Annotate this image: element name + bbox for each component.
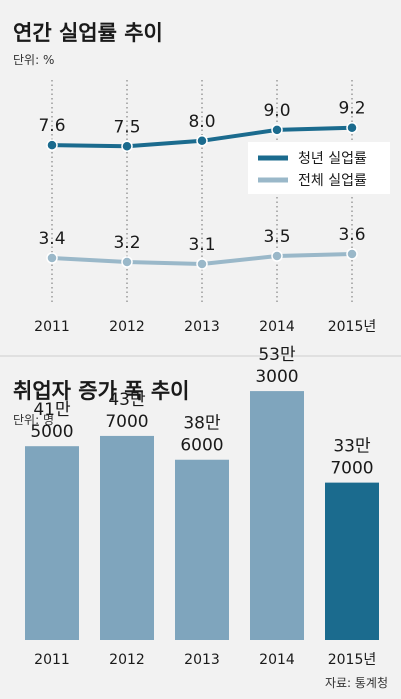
line-chart-value-labels: 7.6 7.5 8.0 9.0 9.2 3.4 3.2 3.1 3.5 3.6: [38, 99, 365, 255]
value-label: 7.6: [38, 116, 65, 136]
youth-point: [346, 121, 358, 134]
x-tick-label: 2015년: [328, 652, 377, 668]
total-point: [346, 248, 358, 260]
youth-point: [121, 140, 133, 152]
bar-value-label-line2: 3000: [255, 367, 298, 387]
bar: [325, 482, 379, 640]
youth-point: [196, 135, 208, 147]
youth-point: [271, 124, 283, 136]
value-label: 3.4: [38, 229, 65, 249]
value-label: 9.0: [263, 101, 290, 121]
x-tick-label: 2014: [259, 652, 295, 668]
bar-value-label-line2: 6000: [180, 436, 223, 456]
value-label: 7.5: [113, 117, 140, 137]
legend-box: [248, 142, 390, 194]
total-point: [121, 256, 133, 268]
x-tick-label: 2011: [34, 652, 70, 668]
value-label: 3.1: [188, 235, 215, 255]
bar-value-label-line2: 7000: [105, 412, 148, 432]
x-tick-label: 2014: [259, 319, 295, 335]
bar: [175, 459, 229, 640]
line-chart-unit: 단위: %: [13, 53, 54, 67]
value-label: 3.2: [113, 233, 140, 253]
bar-value-label-line2: 7000: [330, 459, 373, 479]
line-chart-series: [46, 121, 358, 270]
x-tick-label: 2013: [184, 319, 220, 335]
bar-chart-title: 취업자 증가 폭 추이: [13, 379, 190, 403]
source-note: 자료: 통계청: [325, 676, 388, 690]
legend-total-label: 전체 실업률: [298, 173, 367, 189]
value-label: 3.6: [338, 225, 365, 245]
total-point: [196, 258, 208, 270]
bar-value-label-line1: 43만: [108, 390, 146, 410]
line-chart-x-ticks: 2011 2012 2013 2014 2015년: [34, 319, 376, 335]
x-tick-label: 2011: [34, 319, 70, 335]
bar-chart-x-ticks: 2011 2012 2013 2014 2015년: [34, 652, 376, 668]
x-tick-label: 2012: [109, 652, 145, 668]
x-tick-label: 2012: [109, 319, 145, 335]
bar-value-label-line1: 41만: [33, 400, 71, 420]
bar-value-label-line1: 38만: [183, 414, 221, 434]
line-chart-legend: 청년 실업률 전체 실업률: [248, 142, 390, 194]
x-tick-label: 2015년: [328, 319, 377, 335]
bar-chart-unit: 단위: 명: [13, 413, 54, 427]
total-point: [46, 252, 58, 264]
value-label: 9.2: [338, 99, 365, 119]
value-label: 3.5: [263, 227, 290, 247]
value-label: 8.0: [188, 112, 215, 132]
line-chart-title: 연간 실업률 추이: [13, 21, 163, 45]
bar: [25, 446, 79, 640]
bar-value-label-line1: 53만: [258, 345, 296, 365]
youth-point: [46, 139, 58, 151]
x-tick-label: 2013: [184, 652, 220, 668]
total-point: [271, 250, 283, 262]
bar-value-label-line1: 33만: [333, 437, 371, 457]
legend-youth-label: 청년 실업률: [298, 151, 367, 167]
bar: [250, 391, 304, 640]
unemployment-line-chart: 연간 실업률 추이 단위: % 7.6 7.5 8.0 9.0 9.2 3.4 3.2 3.1…: [13, 21, 390, 335]
bar-value-label-line2: 5000: [30, 422, 73, 442]
bar: [100, 435, 154, 640]
bar-chart-bars: [25, 391, 379, 640]
